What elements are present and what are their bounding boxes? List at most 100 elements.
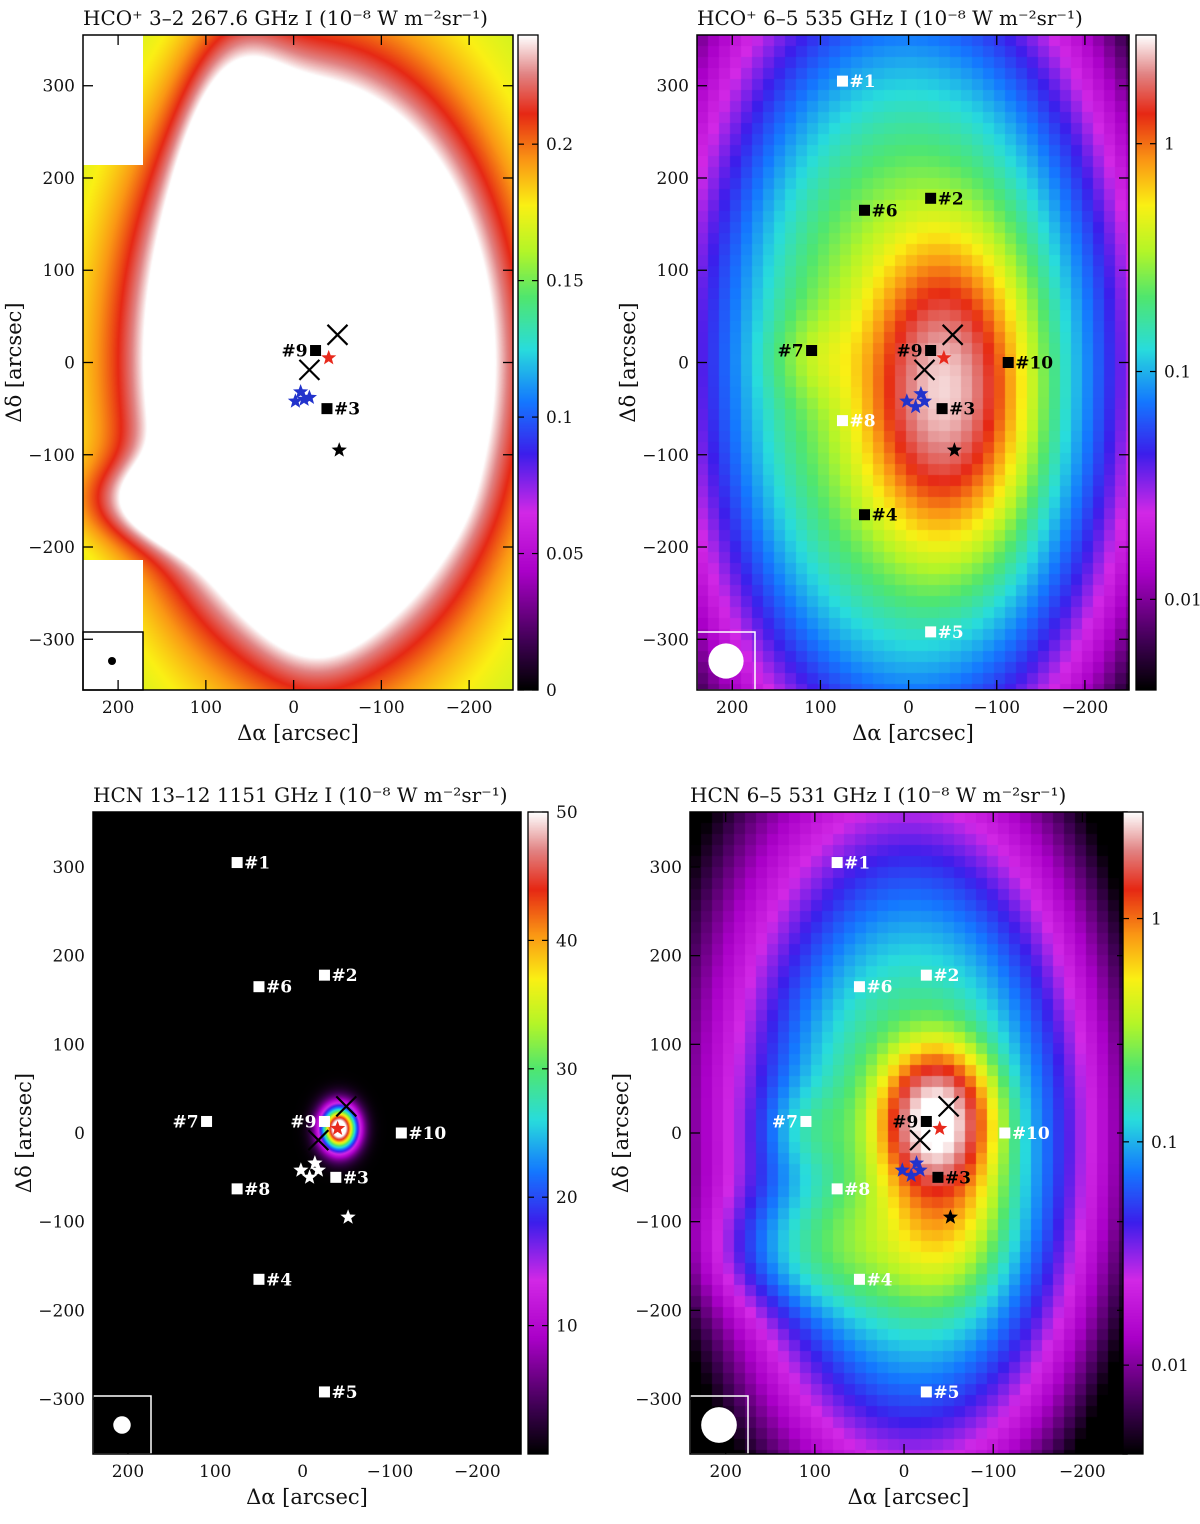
panel-hco65: #1 #2 #3 #4 #5 #6 #7 #8 #9 #10 200 100 0 −100 −200 300 2… xyxy=(616,6,1200,745)
position-marker xyxy=(936,403,948,415)
position-label: #9 xyxy=(290,1112,316,1132)
position-marker xyxy=(191,345,203,357)
position-marker xyxy=(310,192,322,204)
position-marker xyxy=(932,1171,944,1183)
x-tick-label: 0 xyxy=(288,698,299,718)
colorbar-frame xyxy=(1135,34,1157,691)
position-marker xyxy=(836,75,848,87)
position-marker xyxy=(859,509,871,521)
y-tick-label: −100 xyxy=(38,1213,85,1233)
position-marker xyxy=(318,1115,330,1127)
y-tick-label: 300 xyxy=(657,77,689,97)
colorbar-tick-label: 40 xyxy=(556,931,578,951)
position-label: #2 xyxy=(933,966,959,986)
cross-marker xyxy=(913,359,936,381)
colorbar-gradient xyxy=(528,812,548,1454)
position-marker xyxy=(925,345,937,357)
y-tick-label: 200 xyxy=(657,169,689,189)
position-label: #8 xyxy=(235,412,261,432)
position-marker xyxy=(925,626,937,638)
position-marker xyxy=(831,1183,843,1195)
position-label: #1 xyxy=(244,854,270,874)
position-label: #7 xyxy=(772,1112,798,1132)
position-label: #6 xyxy=(266,978,292,998)
cross-marker xyxy=(307,1129,330,1151)
x-tick-label: 200 xyxy=(709,1462,741,1482)
y-tick-label: 0 xyxy=(678,354,689,374)
y-tick-label: 300 xyxy=(650,858,682,878)
x-tick-label: −200 xyxy=(1062,698,1109,718)
y-tick-label: 0 xyxy=(64,354,75,374)
position-marker xyxy=(920,1115,932,1127)
position-label: #5 xyxy=(331,1383,357,1403)
position-label: #8 xyxy=(244,1180,270,1200)
cross-marker xyxy=(326,324,349,346)
star-marker xyxy=(330,1120,346,1135)
star-marker xyxy=(307,1155,323,1170)
cross-marker xyxy=(298,359,321,381)
position-marker xyxy=(831,857,843,869)
position-marker xyxy=(244,204,256,216)
position-marker xyxy=(836,415,848,427)
position-label: #6 xyxy=(866,978,892,998)
beam-circle xyxy=(113,1416,131,1434)
y-tick-label: 200 xyxy=(43,169,75,189)
star-marker xyxy=(301,389,317,404)
star-marker xyxy=(293,384,309,399)
star-marker xyxy=(932,1120,948,1135)
star-marker xyxy=(903,1167,919,1182)
position-marker xyxy=(920,969,932,981)
colorbar-tick-label: 0.1 xyxy=(1164,363,1191,383)
position-marker xyxy=(231,857,243,869)
x-tick-label: −100 xyxy=(970,1462,1017,1482)
x-tick-label: 100 xyxy=(799,1462,831,1482)
star-marker xyxy=(912,1162,928,1177)
beam-circle xyxy=(708,643,744,679)
position-label: #3 xyxy=(334,400,360,420)
y-tick-label: −200 xyxy=(635,1301,682,1321)
heatmap-image xyxy=(697,35,1129,690)
position-marker xyxy=(800,1115,812,1127)
x-tick-label: −200 xyxy=(1059,1462,1106,1482)
star-marker xyxy=(894,1162,910,1177)
star-marker xyxy=(908,398,924,414)
position-marker xyxy=(253,981,265,993)
cross-marker xyxy=(335,1095,358,1118)
y-tick-label: −200 xyxy=(28,538,75,558)
cross-marker xyxy=(941,324,964,346)
y-tick-label: −300 xyxy=(635,1390,682,1410)
colorbar-tick-label: 0.2 xyxy=(546,135,573,155)
y-tick-label: −300 xyxy=(642,630,689,650)
position-label: #8 xyxy=(844,1180,870,1200)
x-tick-label: −200 xyxy=(446,698,493,718)
x-tick-label: 100 xyxy=(804,698,836,718)
position-marker xyxy=(321,403,333,415)
position-label: #5 xyxy=(938,623,964,643)
y-tick-label: −200 xyxy=(642,538,689,558)
position-label: #6 xyxy=(872,201,898,221)
colorbar-tick-label: 10 xyxy=(556,1317,578,1337)
colorbar-tick-label: 50 xyxy=(556,803,578,823)
star-marker xyxy=(946,442,962,457)
position-marker xyxy=(201,1115,213,1127)
colorbar-frame xyxy=(517,34,539,691)
y-tick-label: −100 xyxy=(28,446,75,466)
x-tick-label: 200 xyxy=(716,698,748,718)
x-tick-label: −100 xyxy=(973,698,1020,718)
position-label: #3 xyxy=(945,1168,971,1188)
beam-circle xyxy=(108,657,116,665)
position-label: #4 xyxy=(866,1270,892,1290)
position-label: #9 xyxy=(892,1112,918,1132)
colorbar-tick-label: 0.01 xyxy=(1151,1356,1189,1376)
x-tick-label: −100 xyxy=(358,698,405,718)
position-marker xyxy=(310,626,322,638)
y-tick-label: −300 xyxy=(38,1390,85,1410)
position-marker xyxy=(999,1127,1011,1139)
position-label: #1 xyxy=(849,72,875,92)
colorbar-frame xyxy=(527,811,549,1455)
position-label: #2 xyxy=(938,189,964,209)
position-marker xyxy=(222,75,234,87)
position-label: #7 xyxy=(172,1112,198,1132)
